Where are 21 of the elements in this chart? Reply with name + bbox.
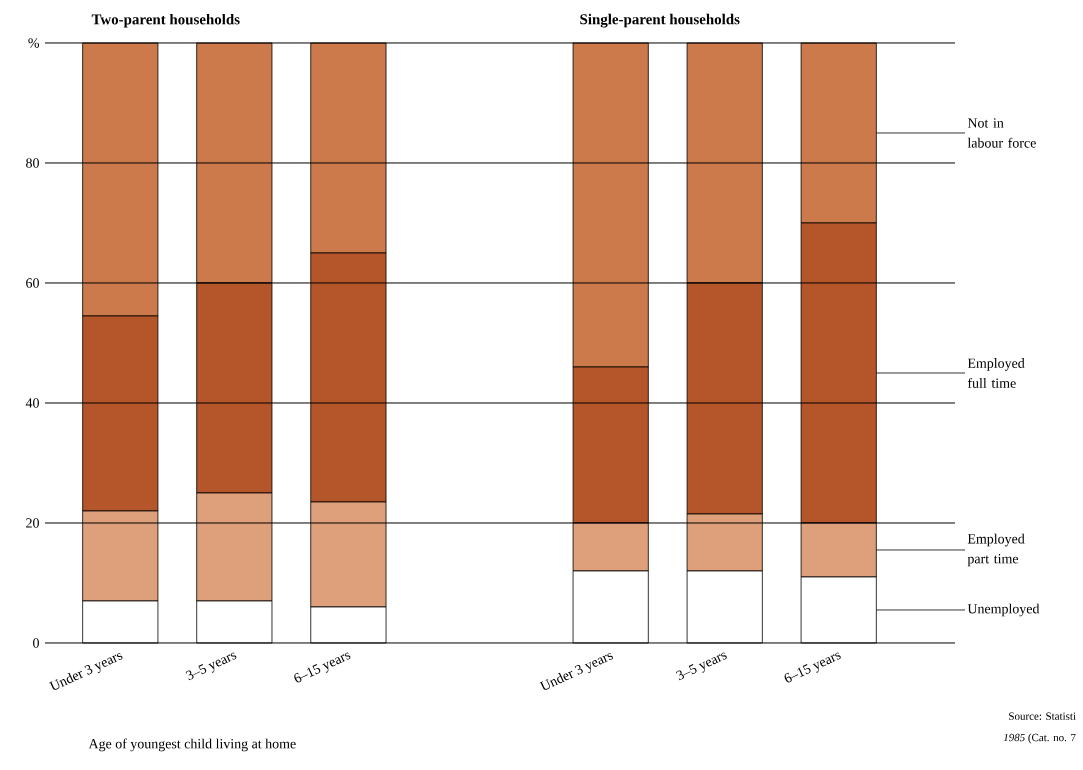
x-tick-label: 6–15 years [784, 652, 841, 683]
y-tick-label: 80 [26, 158, 39, 168]
text: Employed part time [967, 533, 1025, 567]
x-tick-label: Under 3 years [539, 652, 613, 690]
x-tick-label: 3–5 years [185, 652, 237, 681]
source-note: Source: Statisti [1009, 712, 1076, 720]
x-tick-label: 6–15 years [294, 652, 351, 683]
text: Employed full time [967, 358, 1025, 388]
x-tick-label: 3–5 years [676, 652, 727, 681]
chart-title: Two-parent households [91, 13, 240, 28]
y-tick-label: 0 [33, 638, 39, 648]
chart-title: Single-parent households [580, 13, 740, 28]
text: Unemployed [967, 603, 1040, 617]
x-axis-title: Age of youngest child living at home [88, 738, 296, 752]
y-tick-label: 40 [25, 398, 39, 408]
y-tick-label: 20 [26, 518, 39, 528]
text: 1985 (Cat. no. 7 [1003, 733, 1076, 744]
x-tick-label: Under 3 years [49, 652, 123, 690]
text: Not in labour force [967, 118, 1036, 148]
y-tick-label: 60 [26, 278, 39, 288]
y-tick-label: % [28, 38, 40, 48]
